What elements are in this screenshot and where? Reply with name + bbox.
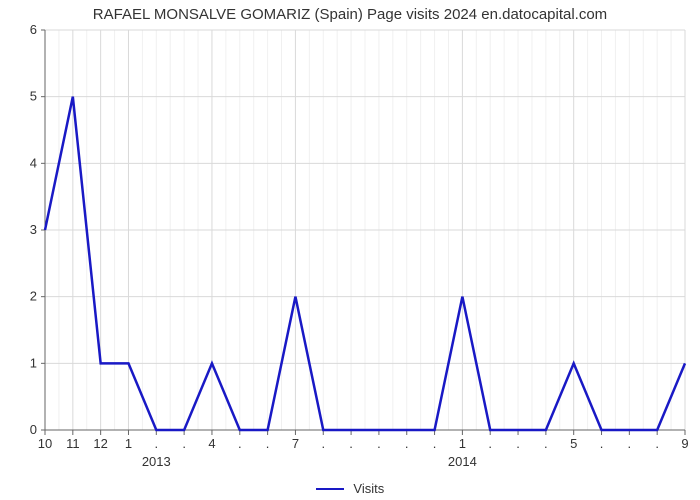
svg-text:.: . xyxy=(182,436,186,451)
svg-text:12: 12 xyxy=(93,436,107,451)
svg-text:5: 5 xyxy=(570,436,577,451)
svg-text:.: . xyxy=(628,436,632,451)
svg-text:2: 2 xyxy=(30,289,37,304)
svg-text:.: . xyxy=(154,436,158,451)
svg-text:.: . xyxy=(600,436,604,451)
svg-text:1: 1 xyxy=(30,355,37,370)
svg-text:.: . xyxy=(266,436,270,451)
svg-text:.: . xyxy=(349,436,353,451)
svg-text:.: . xyxy=(321,436,325,451)
svg-text:.: . xyxy=(488,436,492,451)
svg-text:1: 1 xyxy=(125,436,132,451)
svg-text:3: 3 xyxy=(30,222,37,237)
svg-text:2014: 2014 xyxy=(448,454,477,469)
svg-text:.: . xyxy=(433,436,437,451)
svg-text:1: 1 xyxy=(459,436,466,451)
svg-text:4: 4 xyxy=(30,155,37,170)
chart-plot: 01234561011121..4..7.....1...5...9201320… xyxy=(0,0,700,500)
svg-text:2013: 2013 xyxy=(142,454,171,469)
svg-text:9: 9 xyxy=(681,436,688,451)
legend-line xyxy=(316,488,344,490)
svg-text:.: . xyxy=(655,436,659,451)
svg-text:4: 4 xyxy=(208,436,215,451)
svg-text:.: . xyxy=(238,436,242,451)
svg-text:0: 0 xyxy=(30,422,37,437)
svg-text:5: 5 xyxy=(30,89,37,104)
svg-text:.: . xyxy=(516,436,520,451)
chart-legend: Visits xyxy=(0,480,700,496)
svg-text:7: 7 xyxy=(292,436,299,451)
svg-text:.: . xyxy=(377,436,381,451)
svg-text:.: . xyxy=(544,436,548,451)
legend-label: Visits xyxy=(353,481,384,496)
chart-container: RAFAEL MONSALVE GOMARIZ (Spain) Page vis… xyxy=(0,0,700,500)
svg-text:.: . xyxy=(405,436,409,451)
svg-text:10: 10 xyxy=(38,436,52,451)
svg-text:6: 6 xyxy=(30,22,37,37)
svg-text:11: 11 xyxy=(66,436,80,451)
